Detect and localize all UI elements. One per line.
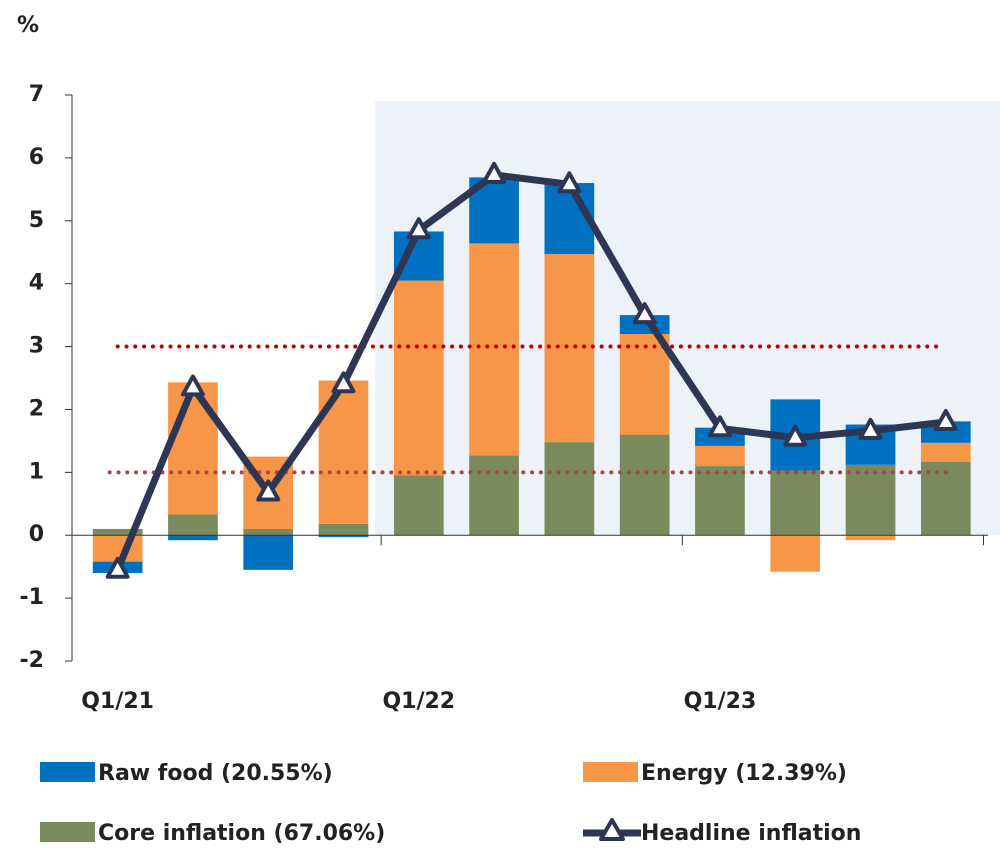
bar	[469, 243, 519, 456]
line	[114, 171, 947, 572]
legend-label: Headline inflation	[641, 821, 861, 846]
marker	[557, 171, 582, 194]
bar	[168, 514, 218, 536]
bar	[243, 528, 294, 536]
bar	[393, 475, 444, 536]
legend-swatch	[583, 762, 638, 782]
y-tick-label: 1	[29, 459, 44, 484]
marker	[482, 161, 507, 184]
legend-label: Raw food (20.55%)	[98, 761, 333, 786]
legend-swatch	[40, 762, 95, 782]
y-tick-label: -1	[20, 585, 44, 610]
x-tick-label: Q1/22	[382, 689, 455, 714]
marker	[406, 217, 431, 240]
y-tick-label: -2	[20, 648, 44, 673]
y-tick-label: 2	[29, 396, 44, 421]
marker	[632, 302, 657, 325]
y-axis-label: %	[17, 13, 39, 38]
y-tick-label: 0	[29, 522, 44, 547]
forecast-shade	[375, 101, 1000, 536]
bar	[770, 535, 821, 572]
marker	[783, 424, 808, 447]
bar	[318, 523, 369, 536]
marker	[933, 409, 958, 432]
y-tick-label: 4	[29, 271, 44, 296]
bar	[695, 466, 745, 536]
bar	[168, 382, 218, 515]
bar	[243, 535, 294, 570]
marker	[105, 556, 130, 579]
y-tick-label: 3	[29, 334, 44, 359]
bar	[619, 434, 670, 536]
legend-swatch	[40, 822, 95, 842]
bar	[619, 333, 670, 435]
marker	[180, 374, 205, 397]
bar	[845, 464, 896, 536]
bar	[393, 280, 444, 476]
y-tick-label: 7	[29, 82, 44, 107]
bar	[469, 455, 519, 536]
marker	[858, 417, 883, 440]
x-tick-label: Q1/23	[684, 689, 757, 714]
y-tick-label: 5	[29, 208, 44, 233]
y-tick-label: 6	[29, 145, 44, 170]
legend-label: Core inflation (67.06%)	[98, 821, 385, 846]
bar	[318, 535, 369, 538]
bar	[845, 535, 896, 541]
bar	[544, 442, 595, 536]
bar	[920, 442, 971, 462]
x-tick-label: Q1/21	[81, 689, 154, 714]
bar	[770, 470, 821, 536]
bar	[168, 535, 218, 541]
legend-marker	[599, 818, 625, 841]
bar	[695, 445, 745, 467]
marker	[331, 371, 356, 394]
marker	[707, 415, 732, 438]
legend-label: Energy (12.39%)	[641, 761, 847, 786]
bar	[544, 254, 595, 443]
bar	[92, 528, 143, 536]
bar	[393, 231, 444, 281]
marker	[256, 479, 281, 502]
bar	[318, 380, 369, 524]
